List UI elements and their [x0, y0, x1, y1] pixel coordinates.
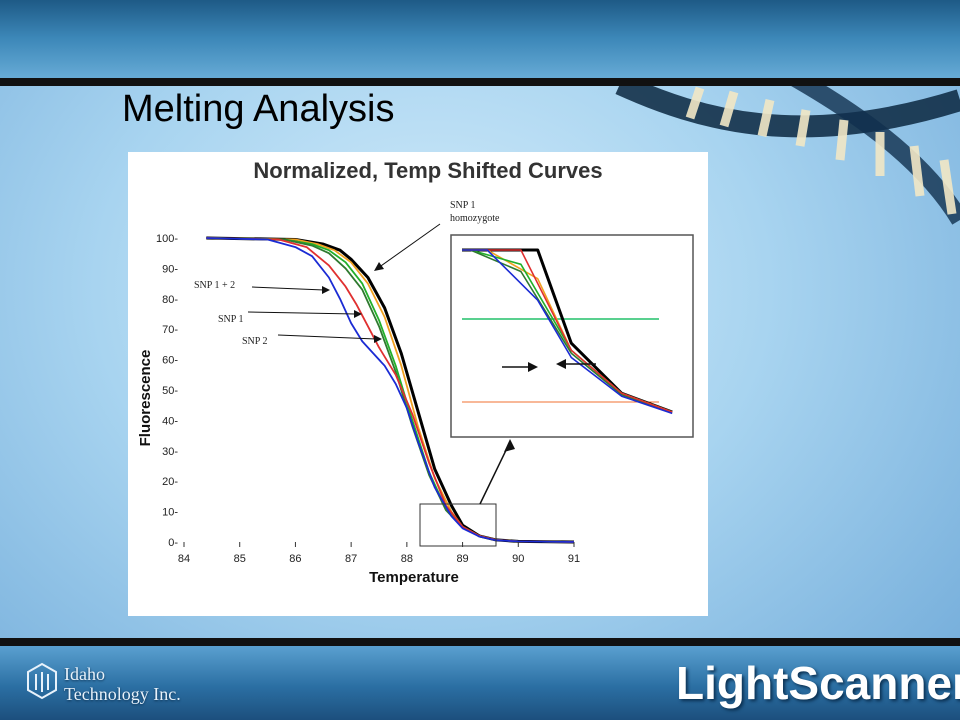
y-tick-label: 50-: [162, 385, 178, 397]
slide-title: Melting Analysis: [122, 88, 395, 130]
x-tick-label: 91: [568, 553, 580, 565]
annotation-snp1-homozygote-arrow: [377, 223, 441, 269]
header-band: [0, 0, 960, 84]
y-tick-label: 70-: [162, 324, 178, 336]
y-tick-label: 0-: [168, 537, 178, 549]
inset-right-arrowhead: [556, 359, 566, 369]
inset-plot: [450, 234, 694, 438]
inset-left-arrowhead: [528, 362, 538, 372]
x-tick-label: 90: [512, 553, 524, 565]
annotation-snp1-arrowhead: [354, 310, 362, 318]
series-line-5: [206, 237, 575, 543]
annotation-snp1-plus-2-arrow: [251, 286, 325, 291]
product-logo: LightScanner®: [676, 657, 960, 709]
x-tick-label: 88: [401, 553, 413, 565]
x-tick-label: 85: [234, 553, 246, 565]
y-tick-label: 30-: [162, 446, 178, 458]
tick-labels: 0- 10- 20- 30- 40- 50- 60- 70- 80- 90- 100- 84 85 86 8…: [156, 233, 580, 565]
company-name-line2: Technology Inc.: [64, 684, 181, 704]
annotations: SNP 1 homozygote SNP 1 + 2 SNP 1 SNP 2: [194, 200, 500, 347]
y-tick-label: 10-: [162, 507, 178, 519]
zoom-region-box: [419, 503, 497, 547]
annotation-snp1-plus-2: SNP 1 + 2: [194, 280, 235, 291]
melting-chart: Normalized, Temp Shifted Curves 0- 10- 20-…: [137, 158, 694, 586]
footer-divider: [0, 638, 960, 646]
x-tick-label: 86: [289, 553, 301, 565]
annotation-snp1-homozygote-arrowhead: [374, 262, 384, 271]
annotation-snp2-arrow: [277, 334, 377, 340]
y-tick-label: 80-: [162, 294, 178, 306]
inset-series-line-4: [470, 249, 673, 413]
y-tick-label: 90-: [162, 263, 178, 275]
footer-band: [0, 646, 960, 720]
annotation-snp1-arrow: [247, 311, 357, 315]
x-axis-label: Temperature: [369, 569, 459, 586]
annotation-snp1-plus-2-arrowhead: [322, 286, 330, 294]
x-tick-label: 87: [345, 553, 357, 565]
chart-title: Normalized, Temp Shifted Curves: [253, 158, 602, 183]
annotation-snp2: SNP 2: [242, 336, 267, 347]
annotation-snp1-homozygote: SNP 1 homozygote: [450, 200, 500, 224]
zoom-arrowhead: [504, 439, 515, 452]
x-tick-label: 89: [456, 553, 468, 565]
y-tick-label: 40-: [162, 415, 178, 427]
company-name-line1: Idaho: [64, 664, 105, 684]
curve-layer: [206, 236, 575, 544]
y-tick-label: 20-: [162, 476, 178, 488]
y-axis-label: Fluorescence: [137, 350, 154, 447]
zoom-connector-arrow: [479, 441, 511, 505]
annotation-snp2-arrowhead: [374, 335, 382, 343]
x-tick-label: 84: [178, 553, 190, 565]
y-tick-label: 60-: [162, 355, 178, 367]
inset-curve-layer: [462, 248, 673, 415]
inset-series-line-3: [470, 249, 673, 413]
header-divider: [0, 78, 960, 86]
y-tick-label: 100-: [156, 233, 178, 245]
company-logo-icon: [27, 662, 57, 700]
annotation-snp1: SNP 1: [218, 314, 243, 325]
company-name: Idaho Technology Inc.: [64, 664, 181, 704]
inset-series-line-5: [462, 249, 673, 415]
